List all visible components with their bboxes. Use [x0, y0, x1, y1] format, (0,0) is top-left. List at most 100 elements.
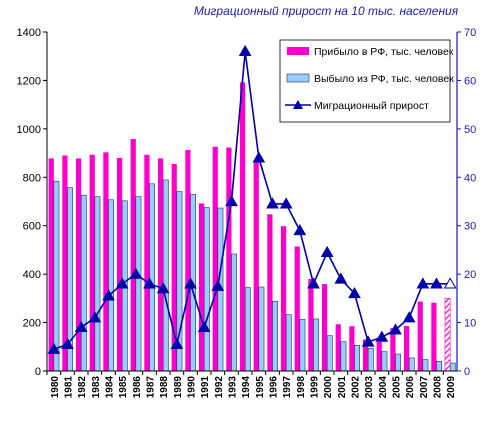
- bar-arrived-1985: [116, 157, 123, 371]
- point-migration-1990: [184, 277, 197, 289]
- x-tick-label-1995: 1995: [255, 376, 266, 399]
- bar-departed-2001: [340, 341, 347, 372]
- bar-departed-1980: [53, 180, 60, 372]
- bar-arrived-2001: [335, 324, 341, 371]
- x-tick-label-1994: 1994: [241, 376, 252, 399]
- bar-arrived-1992: [212, 146, 218, 371]
- bar-departed-1998: [299, 319, 306, 372]
- bar-arrived-1982: [75, 158, 82, 371]
- x-tick-label-1986: 1986: [132, 376, 143, 399]
- bar-departed-1991: [203, 207, 210, 372]
- point-migration-1989: [170, 337, 184, 349]
- legend-swatch-marker: [293, 100, 303, 109]
- bar-arrived-1981: [62, 155, 68, 371]
- x-tick-label-1997: 1997: [282, 376, 293, 399]
- left-tick-label-1200: 1200: [17, 75, 41, 87]
- point-migration-1997: [279, 197, 293, 209]
- bar-arrived-2005: [390, 328, 396, 371]
- bar-departed-2009: [449, 362, 456, 372]
- bar-departed-1996: [272, 300, 278, 372]
- bar-arrived-1993: [226, 147, 232, 371]
- bar-arrived-1991: [198, 203, 205, 371]
- bar-departed-1995: [258, 286, 265, 372]
- left-tick-label-1000: 1000: [17, 124, 41, 136]
- x-tick-label-1993: 1993: [228, 376, 239, 399]
- x-tick-label-1981: 1981: [64, 376, 75, 399]
- point-migration-2007: [416, 277, 430, 289]
- point-migration-1994: [238, 44, 252, 56]
- bar-arrived-1995: [253, 161, 259, 371]
- point-migration-1980: [47, 342, 61, 354]
- point-migration-1983: [88, 311, 102, 323]
- bar-arrived-2004: [376, 341, 382, 371]
- legend-label-2: Миграционный прирост: [314, 100, 429, 112]
- right-tick-label-0: 0: [464, 366, 470, 378]
- point-migration-1996: [266, 197, 279, 209]
- left-tick-label-400: 400: [23, 269, 41, 281]
- bar-arrived-1990: [185, 149, 191, 371]
- right-tick-label-10: 10: [464, 318, 476, 330]
- point-migration-1987: [143, 277, 156, 289]
- x-tick-label-1985: 1985: [118, 376, 129, 399]
- right-tick-label-20: 20: [464, 269, 476, 281]
- bar-arrived-1998: [294, 246, 300, 371]
- bar-departed-1999: [313, 318, 319, 372]
- right-tick-label-40: 40: [464, 172, 476, 184]
- point-migration-2004: [375, 330, 389, 342]
- x-tick-label-1991: 1991: [200, 376, 211, 399]
- point-migration-2008: [430, 277, 443, 289]
- legend-label-0: Прибыло в РФ, тыс. человек: [314, 46, 454, 58]
- bar-departed-2000: [326, 335, 333, 372]
- bar-departed-2006: [408, 357, 415, 372]
- x-tick-label-1984: 1984: [105, 376, 116, 399]
- right-tick-label-60: 60: [464, 75, 476, 87]
- point-migration-1981: [61, 337, 74, 349]
- legend-label-1-line-0: Выбыло из РФ, тыс. человек: [314, 73, 454, 85]
- x-tick-label-2001: 2001: [337, 376, 348, 399]
- x-tick-label-1988: 1988: [159, 376, 170, 399]
- x-tick-label-1983: 1983: [91, 376, 102, 399]
- bar-departed-1988: [162, 179, 169, 372]
- bar-arrived-1984: [103, 152, 109, 371]
- point-migration-2002: [348, 287, 361, 299]
- left-tick-label-600: 600: [23, 221, 41, 233]
- x-tick-label-1996: 1996: [269, 376, 280, 399]
- bar-arrived-2008: [431, 302, 437, 371]
- right-tick-label-70: 70: [464, 27, 476, 39]
- point-migration-1992: [211, 279, 225, 291]
- point-migration-2001: [334, 272, 348, 284]
- bar-departed-2002: [354, 345, 360, 372]
- point-migration-1982: [74, 320, 88, 333]
- x-tick-label-2006: 2006: [405, 376, 416, 399]
- point-migration-1988: [156, 282, 170, 294]
- bar-arrived-1994: [239, 82, 246, 371]
- bar-departed-1987: [149, 183, 155, 372]
- point-migration-2000: [320, 245, 334, 257]
- x-tick-label-1990: 1990: [187, 376, 198, 399]
- legend-swatch-1: [286, 73, 310, 83]
- point-migration-1998: [293, 224, 307, 236]
- bar-arrived-2006: [403, 325, 410, 371]
- left-tick-label-800: 800: [23, 172, 41, 184]
- point-migration-1999: [307, 277, 320, 289]
- bar-arrived-1989: [171, 163, 177, 371]
- bar-arrived-1987: [144, 154, 150, 371]
- right-tick-label-50: 50: [464, 124, 476, 136]
- bar-arrived-1986: [130, 139, 136, 371]
- legend-label-0-line-0: Прибыло в РФ, тыс. человек: [314, 46, 454, 58]
- line-layer: [47, 44, 457, 354]
- point-migration-2009: [443, 277, 457, 289]
- x-tick-label-1998: 1998: [296, 376, 307, 399]
- x-tick-label-2007: 2007: [419, 376, 430, 399]
- point-migration-1985: [115, 277, 129, 289]
- point-migration-1986: [129, 267, 143, 279]
- legend-label-2-line-0: Миграционный прирост: [314, 100, 429, 112]
- bar-departed-1982: [80, 194, 87, 372]
- point-migration-1993: [225, 194, 238, 207]
- bar-departed-2003: [367, 347, 374, 372]
- point-migration-2006: [402, 311, 416, 323]
- x-tick-label-1989: 1989: [173, 376, 184, 399]
- point-migration-2003: [361, 335, 375, 347]
- left-tick-label-1400: 1400: [17, 27, 41, 39]
